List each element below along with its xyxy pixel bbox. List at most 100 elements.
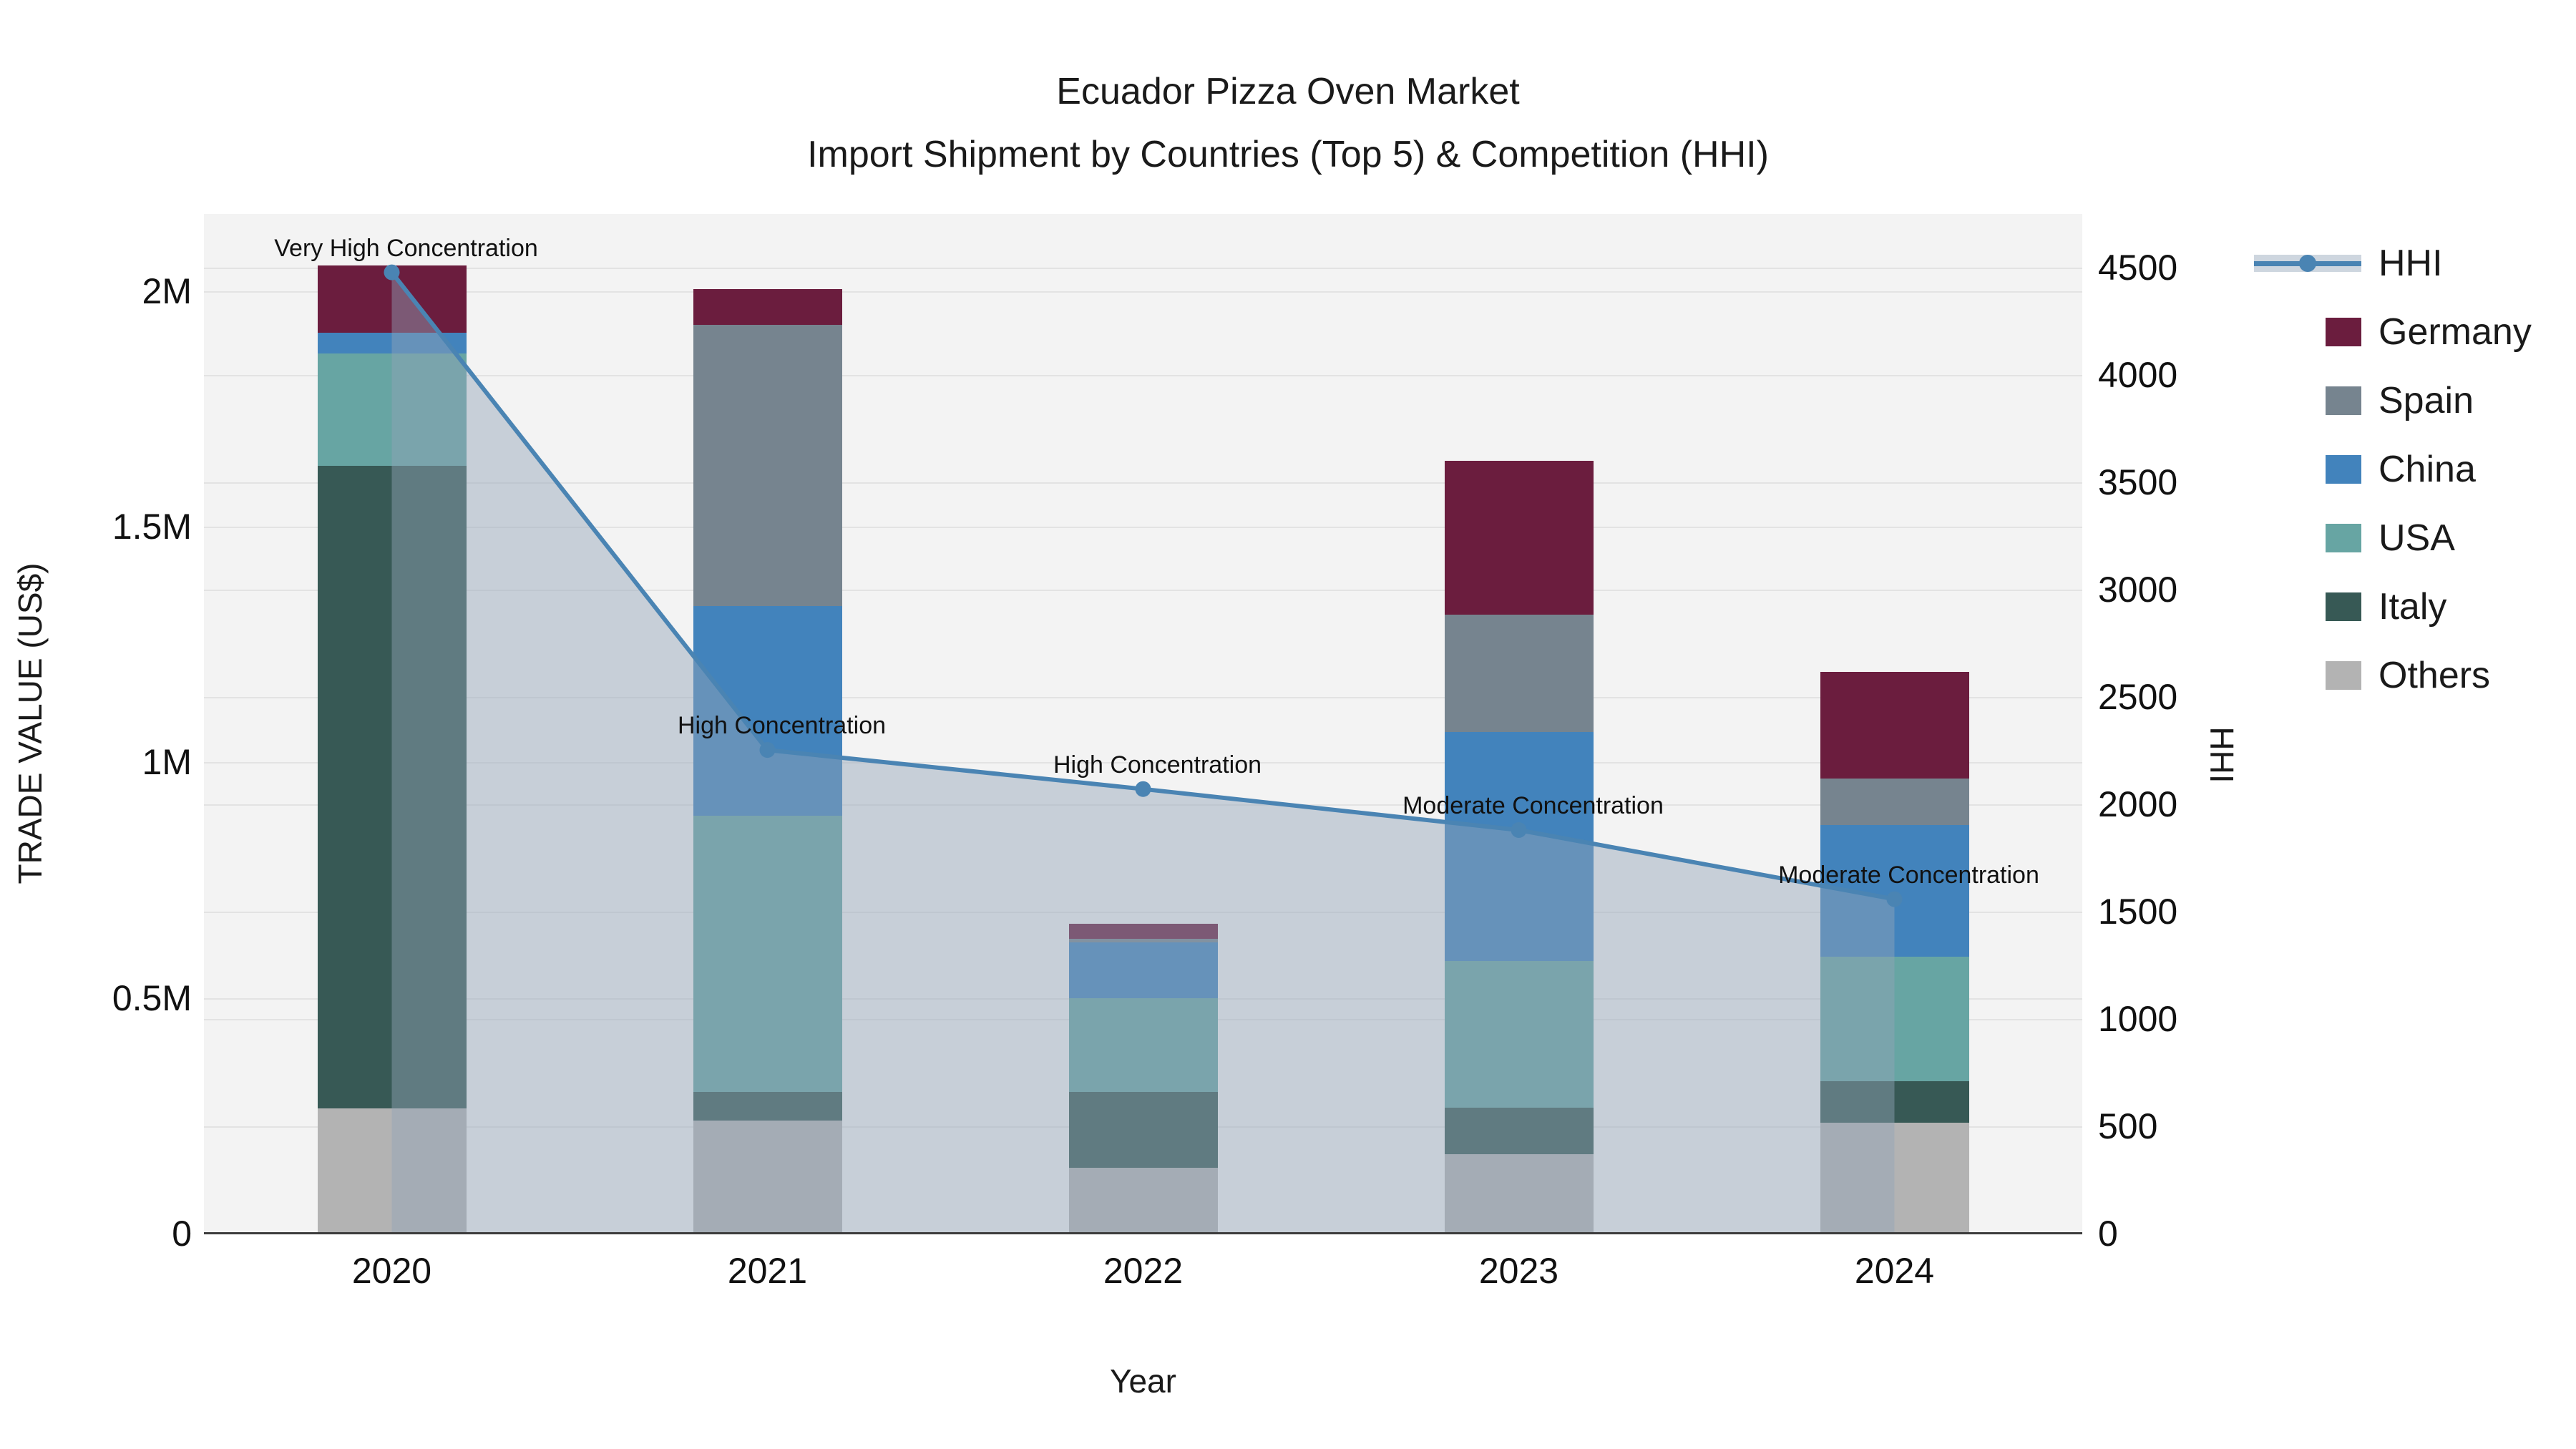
y-right-tick-0: 0 xyxy=(2098,1214,2118,1254)
bar-segment-italy-2022[interactable] xyxy=(1068,1092,1218,1169)
bar-segment-usa-2024[interactable] xyxy=(1820,957,1969,1082)
bar-segment-usa-2021[interactable] xyxy=(693,815,842,1093)
bar-segment-spain-2024[interactable] xyxy=(1820,778,1969,825)
x-tick-labels: 2020 2021 2022 2023 2024 xyxy=(204,1250,2082,1300)
y-left-tick-1.5M: 1.5M xyxy=(112,507,192,547)
y-left-tick-labels: 0 0.5M 1M 1.5M 2M xyxy=(0,214,192,1254)
legend-item-hhi[interactable]: HHI xyxy=(2254,229,2532,298)
y-axis-title-right: HHI xyxy=(2203,726,2240,784)
chart-title-line2: Import Shipment by Countries (Top 5) & C… xyxy=(807,134,1769,175)
bar-segment-germany-2021[interactable] xyxy=(693,289,842,326)
y-right-tick-1500: 1500 xyxy=(2098,892,2178,932)
swatch-others xyxy=(2326,661,2361,690)
bar-segment-italy-2023[interactable] xyxy=(1444,1107,1594,1155)
legend-label-usa: USA xyxy=(2379,517,2455,559)
annotation-2023: Moderate Concentration xyxy=(1402,792,1664,819)
legend-label-italy: Italy xyxy=(2379,586,2447,628)
legend-item-germany[interactable]: Germany xyxy=(2254,298,2532,366)
legend-swatch-others xyxy=(2254,661,2361,690)
bar-segment-others-2022[interactable] xyxy=(1068,1168,1218,1234)
y-axis-title-left: TRADE VALUE (US$) xyxy=(11,562,49,884)
bar-segment-germany-2024[interactable] xyxy=(1820,671,1969,779)
annotation-2024: Moderate Concentration xyxy=(1778,861,2039,889)
bar-segment-china-2022[interactable] xyxy=(1068,942,1218,999)
legend-swatch-spain xyxy=(2254,386,2361,415)
bar-segment-italy-2024[interactable] xyxy=(1820,1081,1969,1123)
hhi-marker-2021[interactable] xyxy=(759,742,776,758)
hhi-marker-2022[interactable] xyxy=(1135,781,1151,797)
hhi-marker-2020[interactable] xyxy=(384,264,400,280)
legend-item-china[interactable]: China xyxy=(2254,435,2532,504)
bar-segment-spain-2021[interactable] xyxy=(693,325,842,606)
x-tick-2022: 2022 xyxy=(1103,1251,1184,1291)
swatch-china xyxy=(2326,455,2361,484)
gridline-right-2500 xyxy=(204,697,2082,698)
bar-segment-usa-2023[interactable] xyxy=(1444,960,1594,1108)
y-left-tick-1M: 1M xyxy=(142,742,192,783)
annotation-2022: High Concentration xyxy=(1053,751,1262,779)
bar-segment-others-2021[interactable] xyxy=(693,1120,842,1234)
bar-segment-usa-2020[interactable] xyxy=(317,353,467,466)
bar-segment-others-2023[interactable] xyxy=(1444,1154,1594,1234)
chart-title-line1: Ecuador Pizza Oven Market xyxy=(1056,71,1520,112)
legend-swatch-usa xyxy=(2254,524,2361,552)
y-right-tick-1000: 1000 xyxy=(2098,999,2178,1039)
bar-segment-others-2020[interactable] xyxy=(317,1108,467,1234)
legend-item-others[interactable]: Others xyxy=(2254,641,2532,710)
hhi-line-layer xyxy=(384,264,1903,1234)
bar-segment-italy-2021[interactable] xyxy=(693,1092,842,1121)
gridline-right-3500 xyxy=(204,482,2082,484)
gridline-right-1500 xyxy=(204,912,2082,913)
gridline-left-1.5M xyxy=(204,527,2082,529)
y-left-tick-2M: 2M xyxy=(142,270,192,311)
y-right-tick-4000: 4000 xyxy=(2098,355,2178,395)
legend-swatch-italy xyxy=(2254,592,2361,621)
swatch-germany xyxy=(2326,318,2361,346)
legend-swatch-germany xyxy=(2254,318,2361,346)
y-right-tick-500: 500 xyxy=(2098,1106,2158,1146)
hhi-marker-sample xyxy=(2299,255,2316,272)
bar-segment-others-2024[interactable] xyxy=(1820,1122,1969,1234)
legend-label-hhi: HHI xyxy=(2379,243,2443,284)
bar-segment-usa-2022[interactable] xyxy=(1068,998,1218,1093)
bar-segment-spain-2023[interactable] xyxy=(1444,614,1594,732)
x-tick-2023: 2023 xyxy=(1478,1251,1559,1291)
bar-segment-germany-2023[interactable] xyxy=(1444,460,1594,615)
y-right-tick-labels: 0 500 1000 1500 2000 2500 3000 3500 4000 4500 xyxy=(2098,214,2327,1254)
bar-segment-china-2021[interactable] xyxy=(693,605,842,816)
y-right-tick-2500: 2500 xyxy=(2098,677,2178,717)
annotation-2021: High Concentration xyxy=(677,712,887,740)
swatch-spain xyxy=(2326,386,2361,415)
swatch-usa xyxy=(2326,524,2361,552)
bar-segment-china-2023[interactable] xyxy=(1444,731,1594,961)
legend-item-spain[interactable]: Spain xyxy=(2254,366,2532,435)
gridline-left-1M xyxy=(204,762,2082,764)
legend-item-italy[interactable]: Italy xyxy=(2254,572,2532,641)
x-tick-2024: 2024 xyxy=(1854,1251,1935,1291)
y-left-tick-0.5M: 0.5M xyxy=(112,977,192,1018)
legend-item-usa[interactable]: USA xyxy=(2254,504,2532,572)
x-tick-2021: 2021 xyxy=(727,1251,808,1291)
y-right-tick-3000: 3000 xyxy=(2098,570,2178,610)
hhi-marker-2024[interactable] xyxy=(1886,891,1903,907)
annotation-2020: Very High Concentration xyxy=(274,234,538,262)
hhi-area-fill xyxy=(391,272,1895,1234)
hhi-marker-2023[interactable] xyxy=(1511,822,1527,838)
gridline-right-2000 xyxy=(204,804,2082,806)
bar-segment-italy-2020[interactable] xyxy=(317,465,467,1108)
y-left-tick-0: 0 xyxy=(172,1214,192,1254)
chart-title: Ecuador Pizza Oven Market Import Shipmen… xyxy=(0,60,2576,186)
x-tick-2020: 2020 xyxy=(351,1251,432,1291)
gridline-right-3000 xyxy=(204,590,2082,591)
legend-label-china: China xyxy=(2379,449,2476,490)
legend-label-germany: Germany xyxy=(2379,311,2532,353)
bar-segment-germany-2022[interactable] xyxy=(1068,924,1218,939)
bar-segment-spain-2022[interactable] xyxy=(1068,938,1218,942)
x-axis-title: Year xyxy=(1110,1362,1176,1400)
gridline-left-2M xyxy=(204,291,2082,293)
plot-area: Very High Concentration High Concentratio… xyxy=(204,214,2082,1234)
y-right-tick-2000: 2000 xyxy=(2098,784,2178,824)
legend: HHI Germany Spain China USA Italy Others xyxy=(2254,229,2532,710)
gridline-right-4500 xyxy=(204,268,2082,269)
legend-swatch-china xyxy=(2254,455,2361,484)
